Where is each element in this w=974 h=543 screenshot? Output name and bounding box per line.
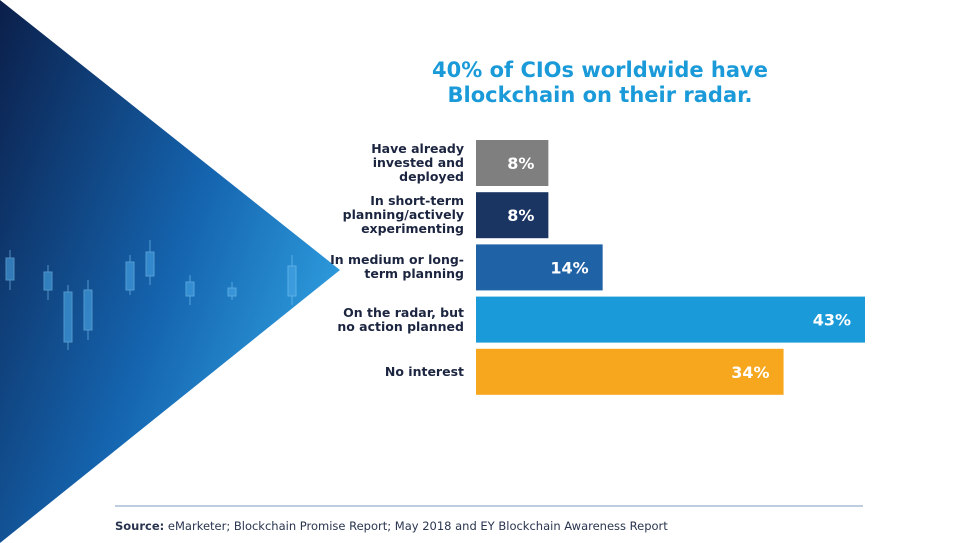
bar [476, 192, 549, 239]
value-label: 43% [813, 311, 851, 330]
source-text: eMarketer; Blockchain Promise Report; Ma… [167, 519, 668, 533]
decor-triangle [0, 0, 340, 543]
value-label: 14% [550, 258, 588, 277]
chart-title: 40% of CIOs worldwide have Blockchain on… [432, 58, 768, 107]
source-label: Source: [115, 519, 165, 533]
category-label: In short-term planning/actively experime… [342, 193, 464, 237]
value-label: 8% [507, 206, 534, 225]
category-label: On the radar, but no action planned [337, 304, 464, 334]
bar [476, 348, 784, 395]
bar [476, 296, 865, 343]
source: Source: eMarketer; Blockchain Promise Re… [115, 519, 668, 533]
bar [476, 244, 603, 291]
value-label: 8% [507, 154, 534, 173]
bar [476, 140, 549, 186]
value-label: 34% [731, 363, 769, 382]
category-label: Have already invested and deployed [371, 141, 464, 184]
category-label: No interest [384, 363, 464, 379]
category-label: In medium or long-term planning [330, 252, 464, 282]
decor-candles [5, 240, 297, 350]
